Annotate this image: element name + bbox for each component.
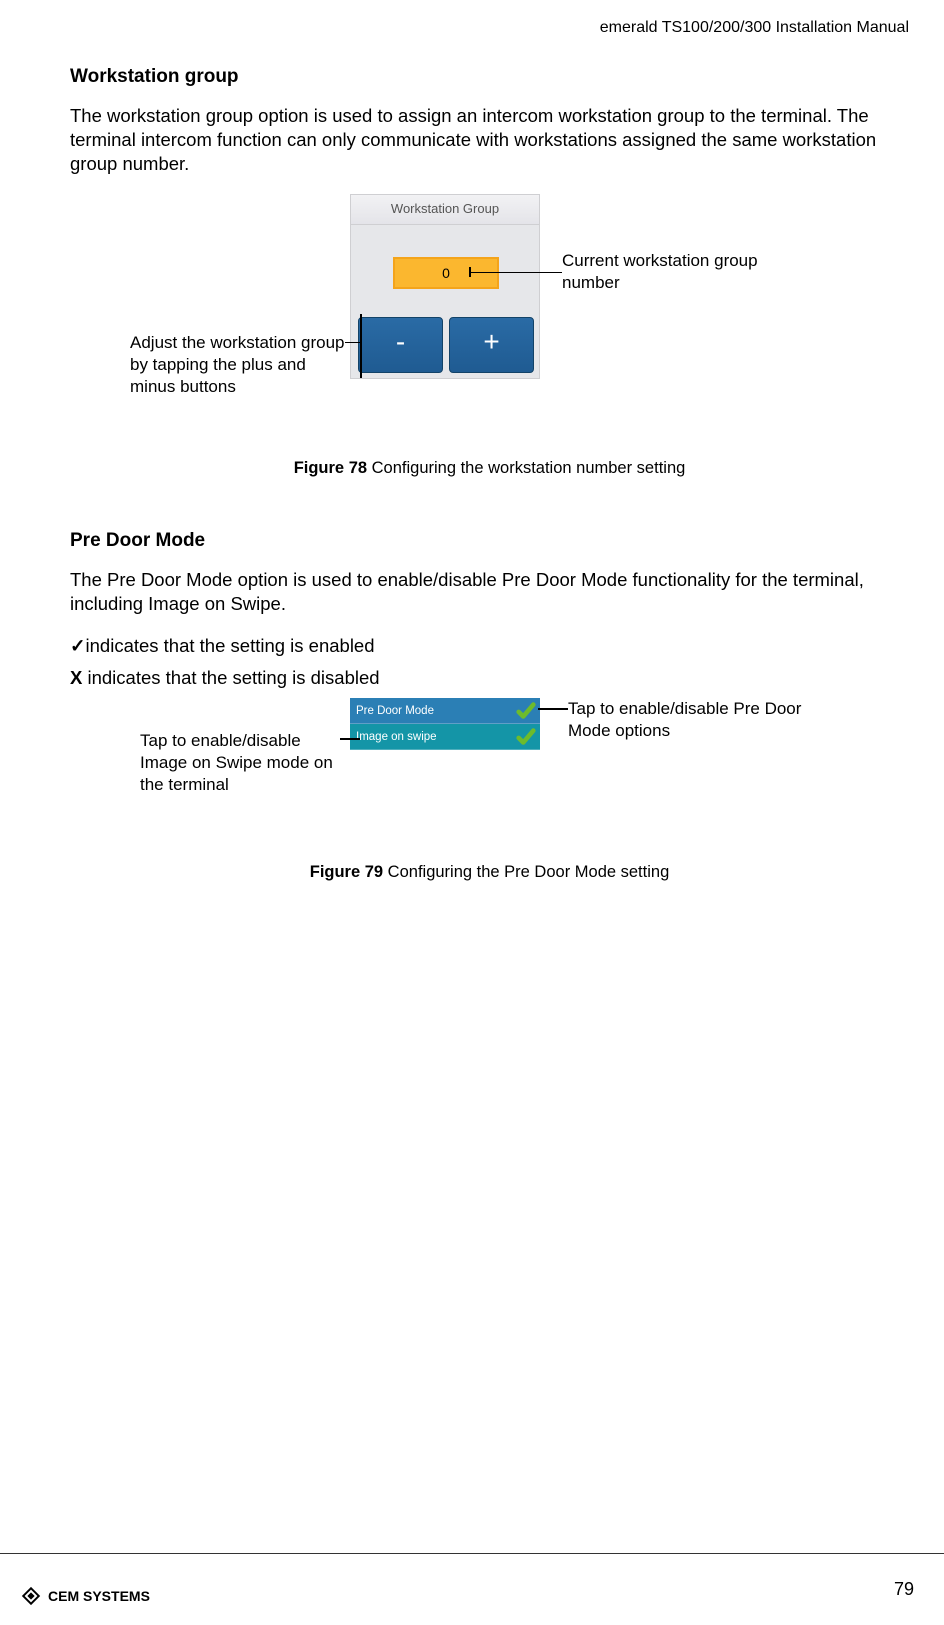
page-footer: CEM SYSTEMS 79	[0, 1553, 944, 1609]
footer-logo-text: CEM SYSTEMS	[48, 1587, 150, 1605]
callout-predoor-options: Tap to enable/disable Pre Door Mode opti…	[568, 698, 818, 742]
section1-body: The workstation group option is used to …	[70, 104, 909, 176]
minus-button[interactable]: -	[358, 317, 443, 373]
workstation-group-screenshot: Workstation Group 0 - +	[350, 194, 540, 379]
callout-line	[345, 342, 360, 344]
disabled-indicator-line: X indicates that the setting is disabled	[70, 666, 909, 690]
figure-78-text: Configuring the workstation number setti…	[367, 459, 685, 477]
figure-79-label: Figure 79	[310, 863, 383, 881]
page-number: 79	[894, 1578, 914, 1601]
figure-78: Workstation Group 0 - + Adjust the works…	[70, 194, 909, 454]
predoor-mode-label: Pre Door Mode	[356, 705, 434, 717]
callout-line	[470, 272, 562, 274]
callout-current-number: Current workstation group number	[562, 250, 772, 294]
callout-line	[340, 738, 360, 740]
figure-78-label: Figure 78	[294, 459, 367, 477]
figure-79-caption: Figure 79 Configuring the Pre Door Mode …	[70, 862, 909, 883]
diamond-icon	[20, 1585, 42, 1607]
figure-79: Pre Door Mode Image on swipe Tap to enab…	[70, 698, 909, 858]
callout-adjust-buttons: Adjust the workstation group by tapping …	[130, 332, 345, 398]
callout-line	[538, 708, 568, 710]
section-2: Pre Door Mode The Pre Door Mode option i…	[70, 529, 909, 883]
callout-image-on-swipe: Tap to enable/disable Image on Swipe mod…	[140, 730, 340, 796]
figure-79-text: Configuring the Pre Door Mode setting	[383, 863, 669, 881]
check-icon	[515, 726, 537, 748]
image-on-swipe-row[interactable]: Image on swipe	[350, 724, 540, 750]
predoor-screenshot: Pre Door Mode Image on swipe	[350, 698, 540, 752]
callout-line	[360, 314, 362, 378]
enabled-indicator-line: ✓indicates that the setting is enabled	[70, 634, 909, 658]
enabled-text: indicates that the setting is enabled	[86, 635, 375, 656]
check-icon	[515, 700, 537, 722]
predoor-mode-row[interactable]: Pre Door Mode	[350, 698, 540, 724]
workstation-group-title: Workstation Group	[351, 195, 539, 225]
section2-body: The Pre Door Mode option is used to enab…	[70, 568, 909, 616]
section1-heading: Workstation group	[70, 65, 909, 90]
callout-line	[469, 267, 471, 277]
page-content: Workstation group The workstation group …	[70, 65, 909, 884]
page-header: emerald TS100/200/300 Installation Manua…	[600, 18, 909, 39]
cem-logo: CEM SYSTEMS	[20, 1585, 150, 1607]
disabled-text: indicates that the setting is disabled	[82, 667, 379, 688]
figure-78-caption: Figure 78 Configuring the workstation nu…	[70, 458, 909, 479]
x-icon: X	[70, 667, 82, 688]
image-on-swipe-label: Image on swipe	[356, 731, 437, 743]
plus-button[interactable]: +	[449, 317, 534, 373]
section2-heading: Pre Door Mode	[70, 529, 909, 554]
check-icon: ✓	[70, 635, 86, 656]
